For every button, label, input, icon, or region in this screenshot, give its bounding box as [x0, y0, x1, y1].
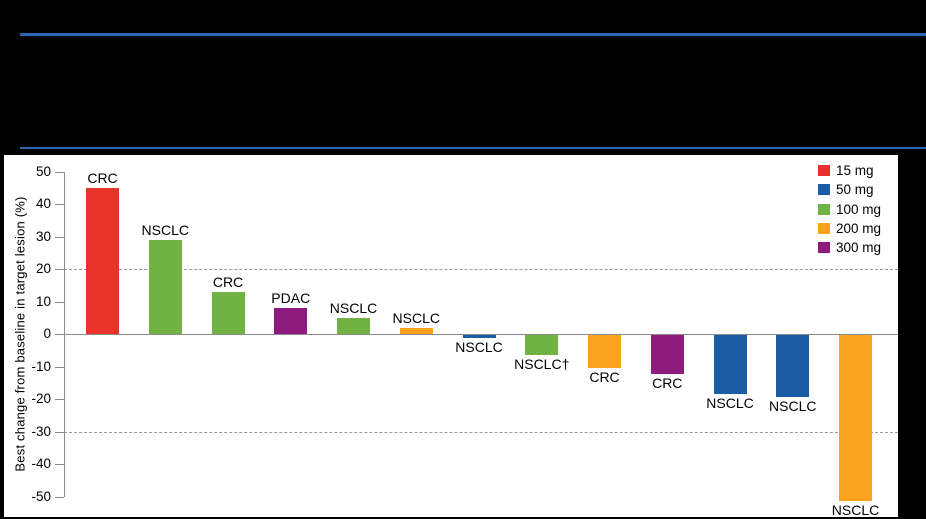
bar-label: CRC	[652, 375, 683, 391]
waterfall-bar	[274, 308, 308, 334]
y-axis-tick	[55, 334, 64, 335]
waterfall-bar	[776, 335, 810, 397]
y-axis-tick-label: 30	[35, 228, 51, 244]
waterfall-bar	[337, 317, 370, 334]
bar-label: NSCLC	[329, 299, 378, 316]
legend-item: 50 mg	[818, 180, 881, 199]
y-axis-tick	[55, 366, 64, 368]
y-axis-tick-label: 0	[43, 326, 51, 341]
y-axis-tick-label: -50	[31, 488, 51, 504]
waterfall-bar	[399, 327, 433, 334]
y-axis-tick-label: 50	[35, 163, 51, 179]
legend-swatch	[818, 223, 830, 235]
legend-label: 200 mg	[836, 221, 882, 237]
waterfall-bar	[839, 335, 872, 501]
chart-panel: Best change from baseline in target lesi…	[4, 155, 898, 517]
y-axis-tick-label: 10	[35, 293, 51, 309]
y-axis-tick-label: -20	[31, 391, 51, 406]
y-axis-tick	[55, 236, 64, 238]
plot-area: 50 40 30 20 10 0 -10 -20 -30 -40 -50 CRC NSCLC CRC PDA…	[4, 155, 898, 517]
legend-item: 100 mg	[818, 200, 881, 219]
y-axis-tick	[55, 431, 64, 433]
legend-swatch	[818, 165, 830, 177]
waterfall-bar	[650, 335, 684, 374]
bar-label: CRC	[589, 368, 620, 385]
y-axis-tick	[55, 301, 64, 303]
y-axis-tick	[55, 496, 64, 498]
waterfall-bar	[211, 291, 245, 334]
bar-label: NSCLC	[769, 397, 817, 414]
bar-label: CRC	[87, 169, 118, 186]
dashed-gridline	[64, 269, 898, 270]
legend-item: 300 mg	[818, 238, 881, 257]
y-axis-tick-label: 40	[35, 196, 51, 211]
legend-item: 15 mg	[818, 161, 881, 180]
y-axis-tick	[55, 204, 64, 205]
waterfall-bar	[462, 335, 496, 339]
waterfall-bar	[588, 335, 621, 368]
waterfall-bar	[148, 239, 182, 334]
y-axis-tick	[55, 464, 64, 465]
y-axis-tick-label: 20	[35, 261, 51, 276]
bar-label: NSCLC	[455, 339, 503, 356]
legend-label: 100 mg	[836, 201, 882, 217]
bar-label: CRC	[212, 273, 244, 290]
legend-item: 200 mg	[818, 219, 881, 238]
legend-label: 15 mg	[836, 163, 874, 179]
bar-label: PDAC	[271, 290, 311, 306]
waterfall-bar	[86, 187, 119, 334]
legend-label: 50 mg	[836, 182, 874, 198]
zero-baseline	[64, 334, 898, 335]
bar-label: NSCLC	[141, 221, 189, 238]
header-rule-top	[20, 33, 926, 36]
y-axis-tick	[55, 171, 64, 173]
y-axis-tick-label: -30	[31, 423, 51, 439]
legend-label: 300 mg	[836, 240, 882, 256]
legend-swatch	[818, 203, 830, 215]
bar-label: NSCLC	[831, 501, 880, 518]
bar-label: NSCLC†	[514, 355, 570, 372]
legend-swatch	[818, 184, 830, 196]
legend: 15 mg 50 mg 100 mg 200 mg 300 mg	[818, 161, 881, 257]
legend-swatch	[818, 242, 830, 254]
y-axis-line	[64, 171, 65, 497]
dashed-gridline	[64, 431, 898, 433]
bar-label: NSCLC	[392, 309, 440, 326]
y-axis-tick-label: -10	[31, 358, 51, 374]
y-axis-tick	[55, 399, 64, 400]
waterfall-bar	[525, 335, 559, 355]
y-axis-tick	[55, 269, 64, 270]
header-rule-bottom	[20, 146, 926, 149]
bar-label: NSCLC	[706, 394, 754, 411]
waterfall-bar	[713, 335, 747, 394]
y-axis-tick-label: -40	[31, 456, 51, 471]
